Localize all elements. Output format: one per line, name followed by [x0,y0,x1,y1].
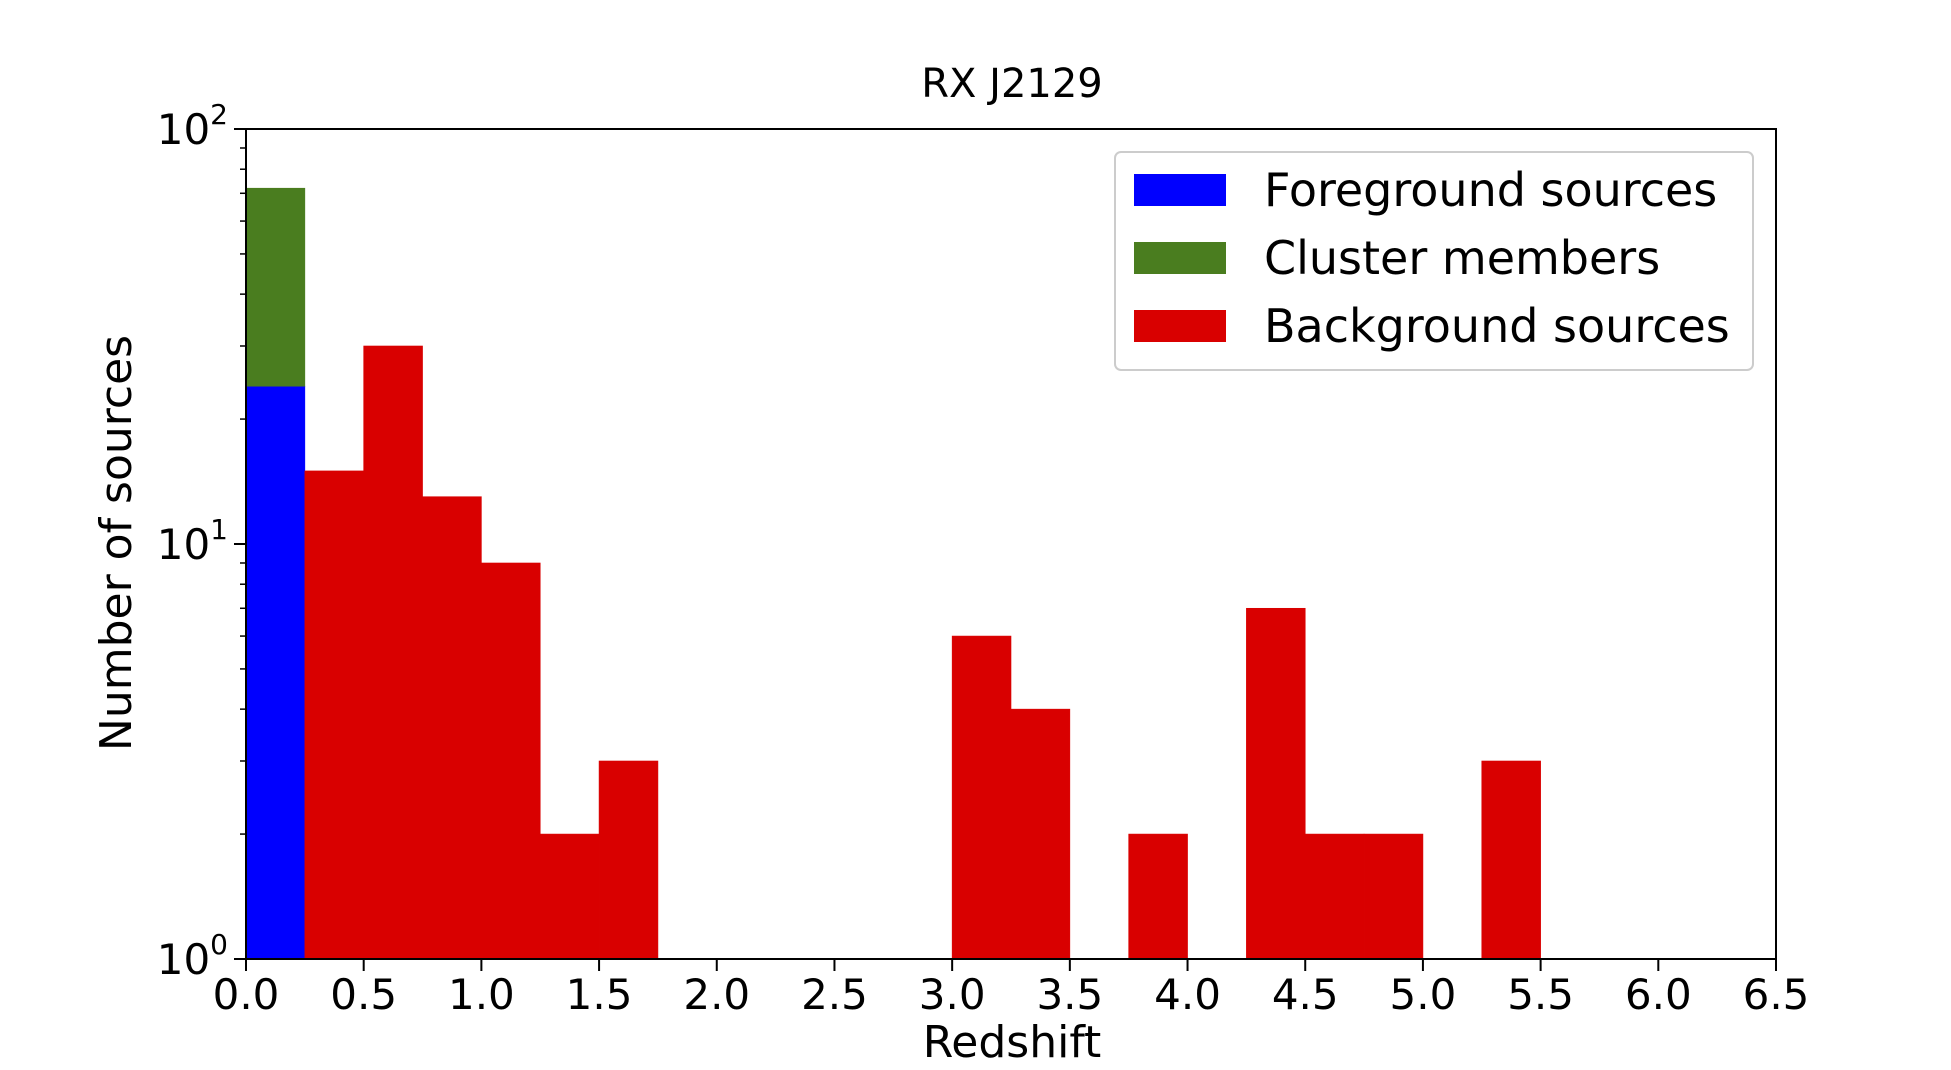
bar-series-2-bin-8 [1128,833,1188,960]
bar-series-2-bin-6 [951,635,1012,960]
x-axis-label: Redshift [923,1017,1102,1065]
legend-swatch-2 [1134,310,1226,342]
bar-series-2-bin-3 [481,562,541,960]
legend: Foreground sources Cluster members Backgro… [1114,151,1754,371]
bar-series-1-bin-0 [245,187,306,387]
y-axis: 100 101 102 [157,98,246,984]
y-tick-label: 101 [157,513,228,569]
y-tick-label: 102 [157,98,228,154]
x-tick-label: 2.0 [683,970,750,1019]
chart-title: RX J2129 [921,61,1103,107]
x-tick-label: 2.5 [801,970,868,1019]
legend-label-0: Foreground sources [1264,163,1717,217]
x-tick-label: 0.5 [330,970,397,1019]
x-tick-label: 1.5 [566,970,633,1019]
legend-box [1114,151,1754,371]
x-tick-label: 6.0 [1625,970,1692,1019]
bar-series-0-bin-0 [245,385,306,960]
x-tick-label: 4.0 [1154,970,1221,1019]
bar-series-2-bin-2 [422,496,482,960]
bars-group [245,187,1541,960]
bar-series-2-bin-7 [1010,708,1071,960]
x-tick-label: 4.5 [1272,970,1339,1019]
y-tick-label: 100 [157,928,228,984]
x-axis: 0.0 0.5 1.0 1.5 2.0 2.5 3.0 3.5 4.0 4.5 5.0 5.5 6.0 6… [213,959,1810,1019]
x-tick-label: 6.5 [1743,970,1810,1019]
legend-label-1: Cluster members [1264,231,1660,285]
bar-series-2-bin-0 [304,470,364,960]
x-tick-label: 1.0 [448,970,515,1019]
bar-series-2-bin-4 [539,833,600,960]
x-tick-label: 0.0 [213,970,280,1019]
y-axis-label: Number of sources [91,335,142,751]
x-tick-label: 3.5 [1036,970,1103,1019]
x-tick-label: 5.5 [1507,970,1574,1019]
bar-series-2-bin-10 [1304,833,1365,960]
legend-swatch-0 [1134,174,1226,206]
bar-series-2-bin-12 [1481,760,1541,960]
bar-series-2-bin-1 [363,345,423,960]
bar-series-2-bin-5 [598,760,659,960]
x-tick-label: 3.0 [919,970,986,1019]
bar-series-2-bin-11 [1363,833,1424,960]
bar-series-2-bin-9 [1246,607,1306,960]
legend-label-2: Background sources [1264,299,1730,353]
x-tick-label: 5.0 [1390,970,1457,1019]
legend-swatch-1 [1134,242,1226,274]
